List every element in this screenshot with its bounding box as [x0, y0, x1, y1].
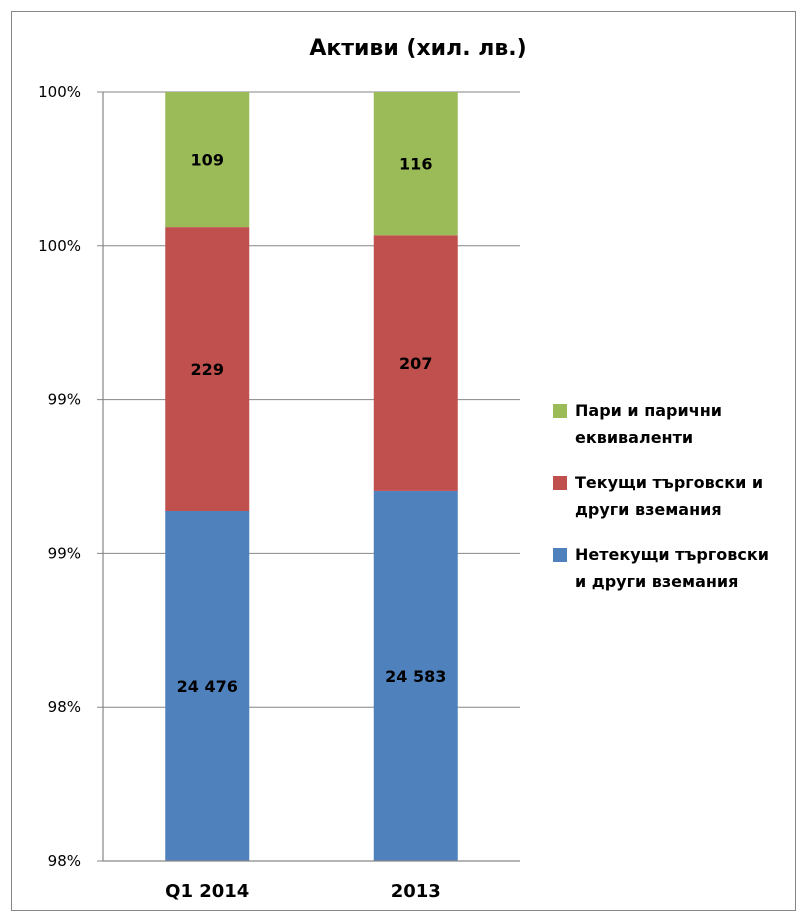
- y-tick-label: 100%: [38, 237, 81, 255]
- legend: Пари и парични еквиваленти Текущи търговск…: [553, 401, 769, 591]
- y-axis-tick-labels: 98% 98% 99% 99% 100% 100%: [38, 83, 81, 870]
- x-tick-label: 2013: [391, 881, 441, 902]
- legend-swatch: [553, 476, 567, 490]
- legend-label: Пари и парични: [575, 401, 722, 420]
- legend-label: Текущи търговски и: [575, 473, 763, 492]
- y-tick-label: 99%: [48, 544, 81, 562]
- legend-label: други вземания: [575, 500, 722, 519]
- y-tick-label: 99%: [48, 391, 81, 409]
- data-label: 109: [191, 151, 224, 170]
- x-tick-label: Q1 2014: [165, 881, 249, 902]
- data-label: 24 476: [177, 677, 238, 696]
- legend-swatch: [553, 548, 567, 562]
- bar-segment: [165, 510, 250, 861]
- bar-segment: [165, 227, 250, 511]
- legend-label: еквиваленти: [575, 428, 693, 447]
- bar-segment: [373, 235, 458, 491]
- data-labels: 24 476 229 109 24 583 207 116: [177, 151, 447, 696]
- data-label: 24 583: [385, 667, 446, 686]
- bar-segment: [165, 92, 250, 228]
- x-axis-tick-labels: Q1 2014 2013: [165, 881, 441, 902]
- chart-title: Активи (хил. лв.): [309, 36, 526, 61]
- legend-label: и други вземания: [575, 572, 738, 591]
- y-tick-label: 98%: [48, 852, 81, 870]
- bar-segment: [373, 490, 458, 861]
- legend-swatch: [553, 404, 567, 418]
- y-tick-label: 100%: [38, 83, 81, 101]
- data-label: 207: [399, 354, 432, 373]
- bar-segment: [373, 92, 458, 236]
- data-label: 229: [191, 360, 224, 379]
- y-tick-label: 98%: [48, 698, 81, 716]
- legend-label: Нетекущи търговски: [575, 545, 769, 564]
- bars: [165, 92, 458, 861]
- data-label: 116: [399, 155, 432, 174]
